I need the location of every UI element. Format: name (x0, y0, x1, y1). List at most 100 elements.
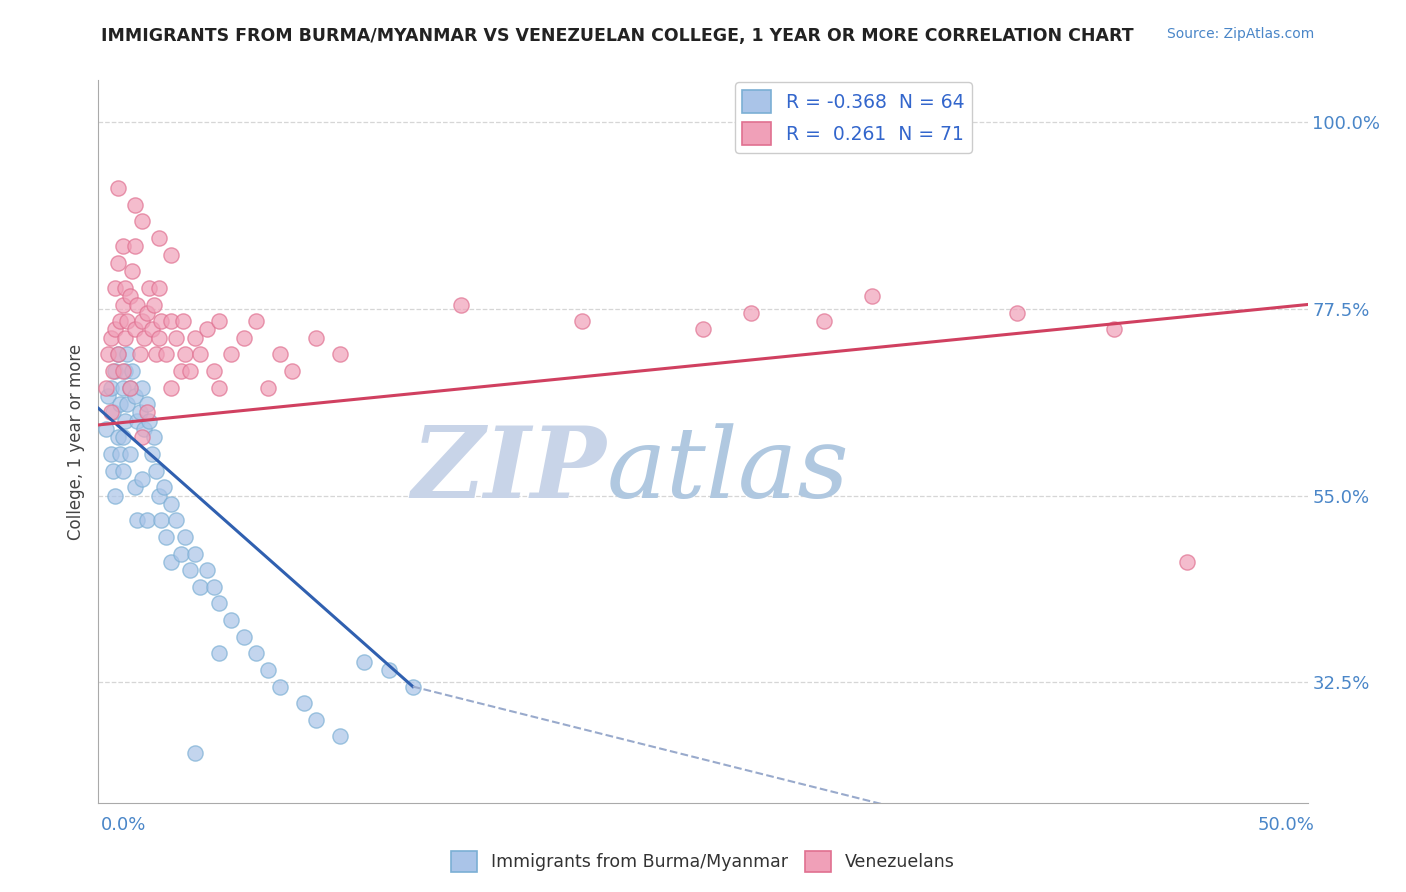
Point (141, 322, 163, 336)
Point (188, 580, 211, 594)
Point (118, 380, 141, 394)
Point (221, 613, 243, 627)
Point (188, 347, 211, 361)
Point (94, 380, 117, 394)
Point (101, 364, 124, 378)
Point (101, 405, 124, 419)
Point (208, 597, 231, 611)
Point (256, 663, 278, 677)
Point (160, 555, 183, 569)
Point (118, 380, 141, 394)
Point (108, 397, 131, 411)
Point (128, 347, 150, 361)
Point (143, 430, 166, 444)
Point (450, 297, 472, 311)
Point (114, 281, 136, 295)
Point (135, 513, 157, 527)
Point (208, 314, 231, 328)
Point (135, 306, 157, 320)
Point (118, 289, 141, 303)
Point (108, 447, 131, 461)
Point (107, 347, 129, 361)
Point (111, 464, 134, 478)
Point (145, 464, 167, 478)
Point (329, 730, 352, 744)
Point (135, 397, 157, 411)
Point (121, 364, 143, 378)
Point (245, 314, 267, 328)
Point (111, 239, 134, 253)
Point (195, 322, 218, 336)
Point (134, 331, 156, 345)
Point (124, 322, 146, 336)
Point (104, 281, 127, 295)
Point (117, 314, 139, 328)
Point (97, 389, 120, 403)
Point (117, 347, 139, 361)
Point (179, 364, 201, 378)
Point (305, 713, 328, 727)
Point (127, 414, 149, 428)
Point (107, 347, 129, 361)
Point (195, 563, 218, 577)
Point (232, 630, 254, 644)
Text: Source: ZipAtlas.com: Source: ZipAtlas.com (1167, 27, 1315, 41)
Point (150, 314, 173, 328)
Text: 50.0%: 50.0% (1258, 816, 1315, 834)
Text: ZIP: ZIP (412, 422, 606, 518)
Point (128, 405, 150, 419)
Point (104, 322, 127, 336)
Point (100, 447, 122, 461)
Point (97, 347, 120, 361)
Text: atlas: atlas (606, 423, 849, 518)
Point (101, 464, 124, 478)
Point (353, 655, 375, 669)
Point (155, 530, 177, 544)
Point (141, 447, 163, 461)
Point (104, 364, 127, 378)
Y-axis label: College, 1 year or more: College, 1 year or more (66, 343, 84, 540)
Point (100, 380, 122, 394)
Point (179, 563, 201, 577)
Point (117, 397, 139, 411)
Point (208, 646, 231, 660)
Point (127, 513, 149, 527)
Point (148, 489, 170, 503)
Point (124, 389, 146, 403)
Point (131, 472, 153, 486)
Point (131, 214, 153, 228)
Point (94, 422, 117, 436)
Point (174, 347, 197, 361)
Point (108, 314, 131, 328)
Point (208, 380, 231, 394)
Point (232, 331, 254, 345)
Point (305, 331, 328, 345)
Point (148, 231, 170, 245)
Point (256, 380, 278, 394)
Point (104, 489, 127, 503)
Point (148, 281, 170, 295)
Point (100, 331, 122, 345)
Point (107, 181, 129, 195)
Point (124, 480, 146, 494)
Point (740, 306, 762, 320)
Point (107, 430, 129, 444)
Point (131, 380, 153, 394)
Point (245, 646, 267, 660)
Point (172, 314, 194, 328)
Point (134, 422, 156, 436)
Point (148, 331, 170, 345)
Point (292, 696, 315, 710)
Legend: Immigrants from Burma/Myanmar, Venezuelans: Immigrants from Burma/Myanmar, Venezuela… (444, 844, 962, 879)
Point (145, 347, 167, 361)
Point (152, 480, 174, 494)
Point (269, 347, 291, 361)
Point (111, 297, 134, 311)
Point (813, 314, 835, 328)
Point (127, 297, 149, 311)
Point (402, 680, 425, 694)
Point (692, 322, 714, 336)
Point (124, 239, 146, 253)
Text: IMMIGRANTS FROM BURMA/MYANMAR VS VENEZUELAN COLLEGE, 1 YEAR OR MORE CORRELATION : IMMIGRANTS FROM BURMA/MYANMAR VS VENEZUE… (101, 27, 1133, 45)
Point (377, 663, 399, 677)
